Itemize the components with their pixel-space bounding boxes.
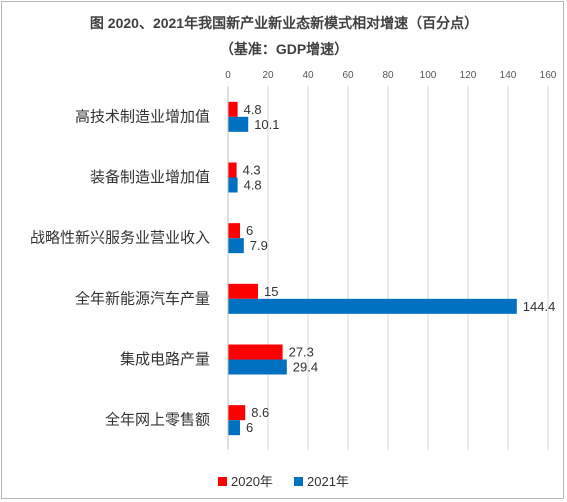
bar-2021 [228,359,287,375]
bars [228,101,517,436]
data-label: 144.4 [523,299,556,314]
legend-label: 2021年 [307,474,349,489]
x-tick-label: 100 [420,70,437,81]
data-label: 29.4 [293,360,318,375]
bar-2020 [228,162,237,178]
x-tick-label: 0 [225,70,231,81]
x-tick-label: 160 [540,70,557,81]
bar-2020 [228,405,246,421]
category-label: 全年网上零售额 [105,411,210,429]
bar-2021 [228,298,517,314]
data-label: 15 [264,284,278,299]
data-label: 4.8 [244,102,262,117]
bar-2020 [228,283,258,299]
category-label: 高技术制造业增加值 [75,108,210,125]
x-axis-ticks: 0 20 40 60 80 100 120 140 160 [225,70,557,81]
category-labels: 高技术制造业增加值装备制造业增加值战略性新兴服务业营业收入全年新能源汽车产量集成… [30,108,210,428]
x-tick-label: 40 [302,70,314,81]
legend-swatch [294,477,303,486]
data-label: 4.3 [243,163,261,178]
legend-label: 2020年 [231,474,273,489]
bar-2021 [228,238,244,254]
data-label: 6 [246,420,253,435]
legend: 2020年 2021年 [218,474,349,489]
category-label: 战略性新兴服务业营业收入 [30,230,210,247]
gridlines [267,86,549,450]
data-label: 6 [246,223,253,238]
x-tick-label: 20 [262,70,274,81]
data-label: 10.1 [254,117,279,132]
x-tick-label: 140 [500,70,517,81]
category-label: 装备制造业增加值 [90,169,210,186]
data-label: 7.9 [250,238,268,253]
bar-2020 [228,101,238,117]
bar-2021 [228,420,240,436]
data-label: 4.8 [244,178,262,193]
x-tick-label: 80 [382,70,394,81]
bar-2020 [228,344,283,360]
x-tick-label: 60 [342,70,354,81]
chart-subtitle: （基准：GDP增速） [220,41,348,57]
data-label: 8.6 [251,405,269,420]
bar-2021 [228,116,249,132]
category-label: 全年新能源汽车产量 [75,289,210,307]
chart-title: 图 2020、2021年我国新产业新业态新模式相对增速（百分点） [90,15,478,31]
data-label: 27.3 [289,345,314,360]
category-label: 集成电路产量 [120,351,210,368]
x-tick-label: 120 [460,70,477,81]
bar-2020 [228,223,240,239]
bar-2021 [228,177,238,193]
legend-swatch [218,477,227,486]
